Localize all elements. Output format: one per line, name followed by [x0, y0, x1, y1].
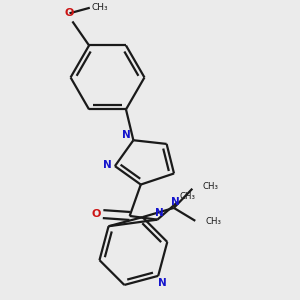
Text: N: N — [155, 208, 164, 218]
Text: N: N — [158, 278, 167, 288]
Text: CH₃: CH₃ — [180, 192, 196, 201]
Text: N: N — [171, 197, 180, 207]
Text: CH₃: CH₃ — [206, 218, 222, 226]
Text: N: N — [103, 160, 112, 170]
Text: CH₃: CH₃ — [203, 182, 219, 191]
Text: O: O — [65, 8, 74, 18]
Text: O: O — [92, 209, 101, 219]
Text: N: N — [122, 130, 131, 140]
Text: CH₃: CH₃ — [92, 3, 108, 12]
